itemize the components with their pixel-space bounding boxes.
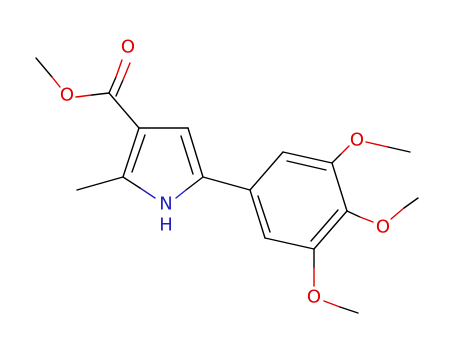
atom-label: O xyxy=(60,85,74,106)
atom-label: O xyxy=(121,37,135,58)
atom-label: H xyxy=(159,215,173,236)
atom-label: N xyxy=(159,194,172,215)
atom-label: O xyxy=(350,130,364,151)
atom-label: O xyxy=(376,217,390,238)
atom-label: O xyxy=(307,287,321,308)
bonds xyxy=(35,57,419,314)
